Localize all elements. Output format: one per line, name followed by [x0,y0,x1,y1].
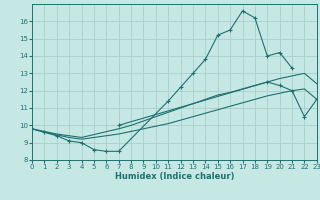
X-axis label: Humidex (Indice chaleur): Humidex (Indice chaleur) [115,172,234,181]
